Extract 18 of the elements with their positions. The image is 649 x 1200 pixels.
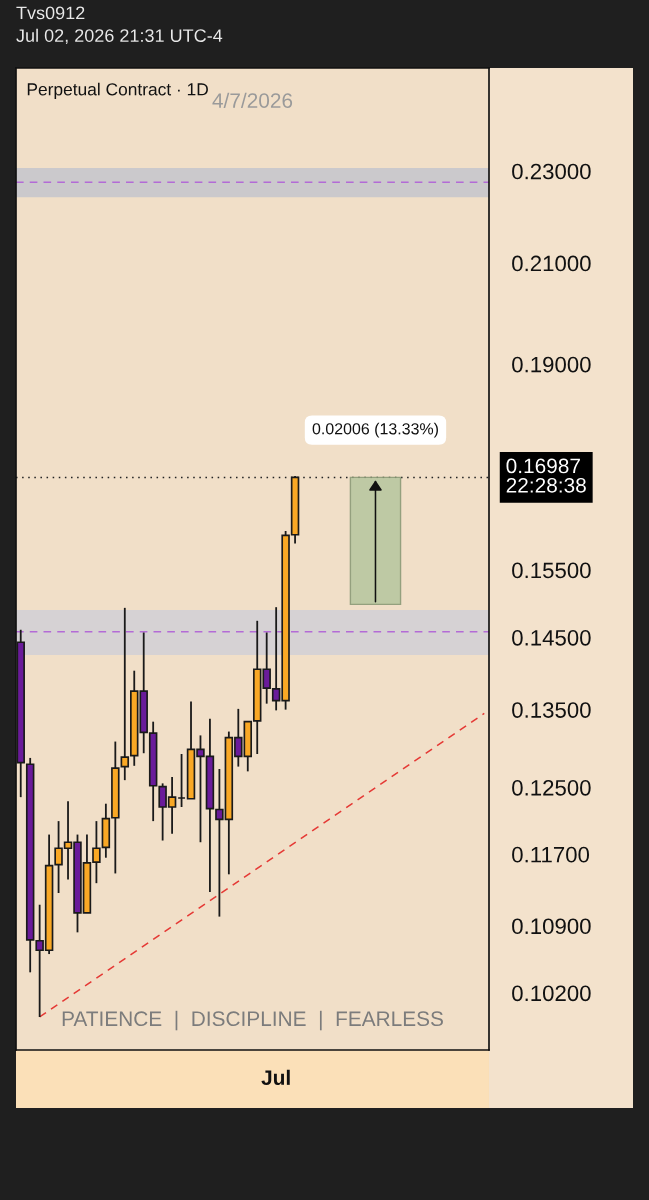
chart-subtitle: Tvs0912 Jul 02, 2026 21:31 UTC-4 bbox=[16, 6, 223, 45]
y-tick-label: 0.13500 bbox=[512, 702, 591, 718]
candlestick bbox=[120, 606, 130, 782]
y-tick-label: 0.23000 bbox=[512, 163, 591, 180]
y-tick-label: 0.10200 bbox=[512, 985, 591, 1002]
y-tick-label: 0.10900 bbox=[512, 918, 591, 935]
text: Perpetual Contract · 1D bbox=[27, 82, 208, 99]
text: Jul bbox=[261, 1069, 290, 1086]
y-tick-label: 0.15500 bbox=[512, 562, 591, 579]
y-tick-label: 0.11700 bbox=[512, 846, 590, 863]
y-tick-label: 0.14500 bbox=[512, 629, 591, 646]
ref-line-label: 0.16987 22:28:38 bbox=[506, 458, 586, 493]
y-tick-label: 0.12500 bbox=[512, 779, 591, 796]
annotation: PATIENCE | DISCIPLINE | FEARLESS bbox=[62, 1010, 443, 1031]
annotation: 4/7/2026 bbox=[212, 92, 293, 108]
y-tick-label: 0.21000 bbox=[512, 255, 591, 272]
y-tick-label: 0.19000 bbox=[512, 356, 591, 373]
annotation: 0.02006 (13.33%) bbox=[312, 422, 438, 438]
